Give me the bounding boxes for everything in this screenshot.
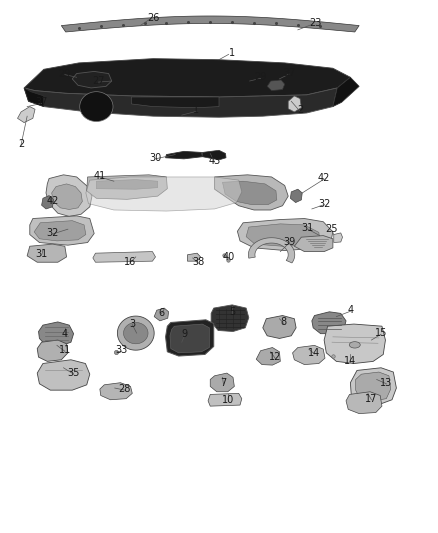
Text: 27: 27 (92, 76, 105, 86)
Polygon shape (61, 16, 359, 32)
Text: 9: 9 (182, 329, 188, 338)
Polygon shape (202, 150, 226, 160)
Text: 12: 12 (269, 352, 281, 362)
Text: 13: 13 (380, 378, 392, 387)
Text: 39: 39 (283, 237, 295, 247)
Polygon shape (42, 196, 53, 209)
Text: 31: 31 (35, 249, 48, 259)
Polygon shape (37, 340, 68, 361)
Text: 33: 33 (116, 345, 128, 355)
Text: 42: 42 (318, 173, 330, 183)
Polygon shape (290, 189, 302, 203)
Text: 16: 16 (124, 257, 136, 267)
Text: 29: 29 (59, 69, 71, 78)
Polygon shape (324, 324, 385, 364)
Polygon shape (18, 107, 35, 123)
Polygon shape (72, 71, 112, 88)
Text: 11: 11 (59, 345, 71, 355)
Text: 6: 6 (158, 308, 164, 318)
Polygon shape (87, 175, 167, 199)
Text: 30: 30 (149, 153, 162, 163)
Text: 17: 17 (365, 394, 378, 403)
Polygon shape (24, 88, 44, 107)
Text: 2: 2 (297, 106, 303, 115)
Polygon shape (27, 244, 67, 262)
Polygon shape (208, 393, 242, 406)
Text: 26: 26 (147, 13, 159, 23)
Text: 35: 35 (67, 368, 80, 378)
Polygon shape (166, 151, 202, 159)
Polygon shape (256, 348, 280, 365)
Polygon shape (288, 96, 301, 112)
Polygon shape (350, 368, 396, 405)
Polygon shape (170, 324, 209, 353)
Text: 32: 32 (318, 199, 330, 208)
Text: 10: 10 (222, 395, 234, 405)
Text: 15: 15 (375, 328, 387, 338)
Polygon shape (333, 77, 359, 107)
Polygon shape (24, 59, 350, 97)
Text: 43: 43 (208, 156, 221, 166)
Polygon shape (215, 175, 288, 210)
Polygon shape (34, 221, 86, 241)
Text: 40: 40 (223, 252, 235, 262)
Text: 7: 7 (220, 378, 226, 387)
Polygon shape (131, 97, 219, 108)
Polygon shape (166, 320, 214, 356)
Polygon shape (124, 322, 148, 344)
Text: 23: 23 (309, 19, 321, 28)
Text: 32: 32 (46, 228, 59, 238)
Polygon shape (263, 316, 296, 338)
Text: 4: 4 (347, 305, 353, 315)
Text: 5: 5 (229, 307, 235, 317)
Text: 3: 3 (129, 319, 135, 328)
Polygon shape (210, 373, 234, 392)
Ellipse shape (80, 92, 113, 122)
Polygon shape (52, 184, 82, 209)
Polygon shape (334, 233, 343, 243)
Text: 4: 4 (62, 329, 68, 339)
Ellipse shape (350, 342, 360, 348)
Polygon shape (24, 88, 337, 117)
Text: 37: 37 (35, 98, 48, 107)
Text: 38: 38 (192, 257, 204, 267)
Text: 29: 29 (254, 72, 267, 82)
Polygon shape (294, 236, 333, 252)
Polygon shape (46, 175, 92, 216)
Polygon shape (346, 392, 382, 414)
Polygon shape (211, 305, 249, 332)
Text: 14: 14 (344, 356, 357, 366)
Text: 28: 28 (119, 384, 131, 394)
Polygon shape (100, 383, 132, 400)
Text: 41: 41 (94, 171, 106, 181)
Polygon shape (267, 80, 285, 91)
Polygon shape (154, 308, 169, 321)
Text: 14: 14 (308, 348, 321, 358)
Text: 8: 8 (281, 318, 287, 327)
Polygon shape (86, 177, 242, 211)
Text: 42: 42 (46, 197, 59, 206)
Polygon shape (39, 322, 74, 346)
Polygon shape (237, 219, 333, 251)
Polygon shape (30, 216, 94, 245)
Polygon shape (248, 238, 295, 263)
Text: 25: 25 (325, 224, 338, 234)
Polygon shape (246, 224, 320, 246)
Text: 1: 1 (229, 49, 235, 58)
Polygon shape (37, 360, 90, 390)
Polygon shape (312, 312, 346, 334)
Text: 1: 1 (193, 106, 199, 115)
Polygon shape (293, 345, 325, 365)
Polygon shape (93, 252, 155, 262)
Text: 31: 31 (302, 223, 314, 233)
Polygon shape (187, 253, 201, 261)
Polygon shape (356, 372, 391, 401)
Text: 2: 2 (18, 139, 24, 149)
Polygon shape (96, 180, 158, 189)
Text: 37: 37 (283, 68, 295, 78)
Polygon shape (223, 181, 277, 205)
Polygon shape (117, 316, 154, 350)
